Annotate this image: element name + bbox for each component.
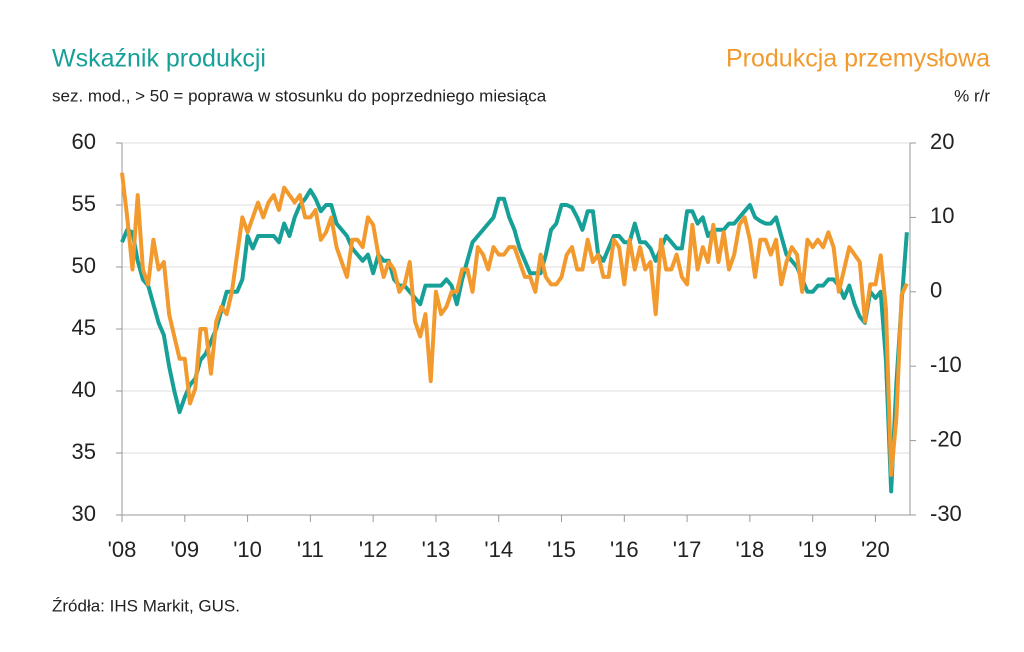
y2-tick-label: 0 <box>930 278 942 303</box>
x-tick-label: '08 <box>108 537 137 562</box>
x-tick-label: '15 <box>547 537 576 562</box>
y-tick-label: 50 <box>72 253 96 278</box>
y2-tick-label: -20 <box>930 426 962 451</box>
y-tick-label: 55 <box>72 191 96 216</box>
x-tick-label: '11 <box>297 537 324 562</box>
x-tick-label: '14 <box>484 537 513 562</box>
left-title: Wskaźnik produkcji <box>52 45 266 73</box>
subtitle: sez. mod., > 50 = poprawa w stosunku do … <box>52 86 547 105</box>
y-tick-label: 40 <box>72 377 96 402</box>
y-tick-label: 60 <box>72 129 96 154</box>
source: Źródła: IHS Markit, GUS. <box>52 596 240 615</box>
y2-tick-label: -30 <box>930 501 962 526</box>
x-tick-label: '20 <box>861 537 890 562</box>
x-tick-label: '19 <box>798 537 827 562</box>
x-tick-label: '13 <box>422 537 451 562</box>
y-tick-label: 35 <box>72 439 96 464</box>
x-tick-label: '09 <box>170 537 199 562</box>
series-line <box>120 188 909 494</box>
right-unit: % r/r <box>954 86 990 105</box>
y-tick-label: 30 <box>72 501 96 526</box>
x-tick-label: '16 <box>610 537 639 562</box>
x-tick-label: '18 <box>736 537 765 562</box>
series-line <box>120 172 909 477</box>
y2-tick-label: 20 <box>930 129 954 154</box>
x-tick-label: '17 <box>673 537 702 562</box>
x-tick-label: '10 <box>233 537 262 562</box>
y-tick-label: 45 <box>72 315 96 340</box>
y2-tick-label: 10 <box>930 203 954 228</box>
right-title: Produkcja przemysłowa <box>726 45 990 73</box>
x-tick-label: '12 <box>359 537 388 562</box>
y2-tick-label: -10 <box>930 352 962 377</box>
